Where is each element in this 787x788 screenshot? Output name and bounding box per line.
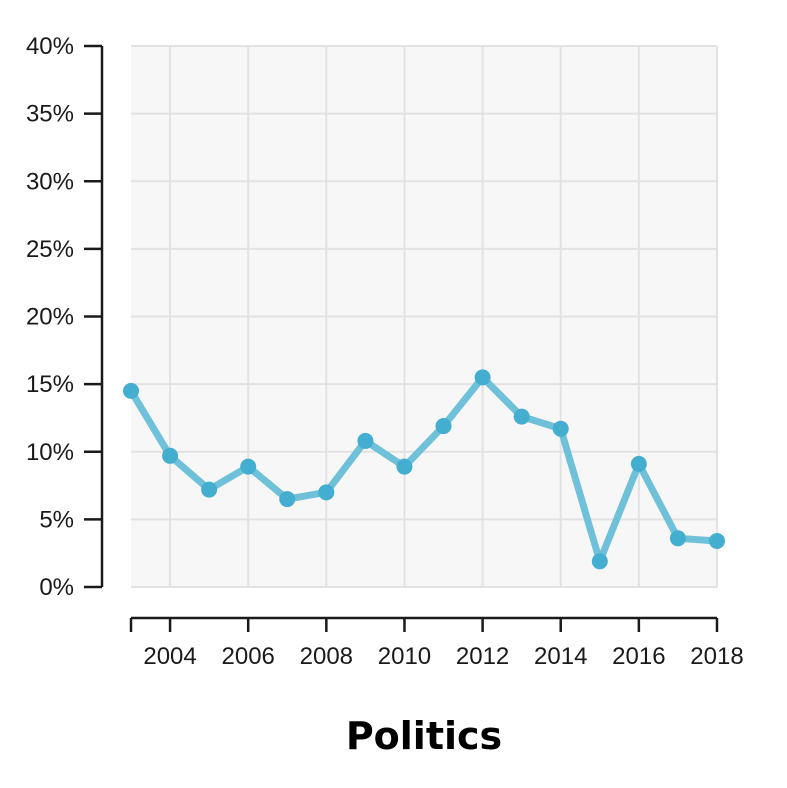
x-tick-label: 2014 [534,643,587,670]
y-axis: 0% 5% 10% 15% 20% 25% 30% 35% 40% [26,33,104,601]
x-tick-label: 2008 [300,643,353,670]
data-point [552,420,569,437]
data-point [591,553,608,570]
y-tick-label: 30% [26,168,74,195]
x-tick-label: 2010 [378,643,431,670]
grid [131,45,718,588]
chart-title: Politics [346,714,502,758]
data-point [279,491,296,508]
data-point [513,408,530,425]
x-tick-label: 2012 [456,643,509,670]
data-point [435,418,452,435]
y-tick-label: 40% [26,33,74,60]
data-point [474,369,491,386]
x-tick-label: 2006 [222,643,275,670]
y-tick-label: 20% [26,304,74,331]
data-point [669,530,686,547]
y-tick-label: 0% [39,574,74,601]
y-tick-label: 25% [26,236,74,263]
data-point [709,533,725,550]
data-point [240,458,257,475]
x-tick-label: 2004 [143,643,196,670]
series-line [127,373,721,565]
x-tick-label: 2016 [612,643,665,670]
y-tick-label: 10% [26,439,74,466]
data-point [630,455,647,472]
data-point [396,458,413,475]
data-point [357,432,374,449]
y-tick-label: 15% [26,371,74,398]
data-point [162,447,179,464]
data-point [318,484,335,501]
y-tick-label: 35% [26,101,74,128]
data-point [201,481,218,498]
x-axis: 2004 2006 2008 2010 2012 2014 2016 2018 [129,616,744,670]
y-tick-label: 5% [39,506,74,533]
x-tick-label: 2018 [690,643,743,670]
data-point [123,382,139,399]
series-group [123,369,725,570]
